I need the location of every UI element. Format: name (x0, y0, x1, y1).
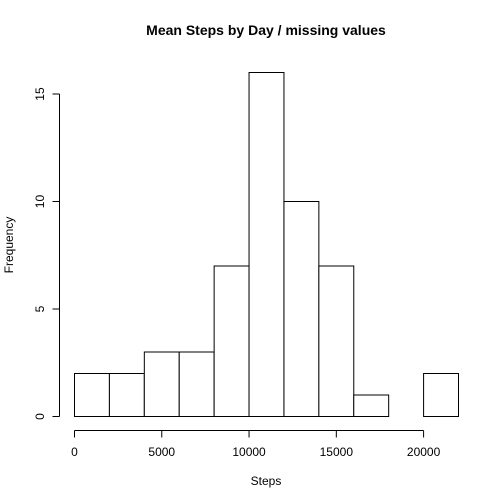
histogram-bar (143, 351, 180, 417)
y-axis-label: Frequency (2, 217, 16, 274)
y-tick-label: 5 (33, 305, 47, 312)
histogram-bar (318, 265, 355, 417)
x-tick-label: 20000 (407, 445, 441, 459)
chart-title: Mean Steps by Day / missing values (146, 22, 386, 38)
x-axis-label: Steps (251, 474, 282, 488)
x-tick-label: 5000 (148, 445, 175, 459)
y-tick-label: 10 (33, 195, 47, 209)
histogram-bar (423, 373, 460, 417)
histogram-bar (283, 201, 320, 417)
histogram-bar (178, 351, 215, 417)
x-axis: 0 5000 10000 15000 20000 (71, 430, 441, 459)
x-tick-label: 0 (71, 445, 78, 459)
histogram-bar (248, 72, 285, 417)
x-tick-label: 10000 (232, 445, 266, 459)
histogram-bar (108, 373, 145, 417)
histogram-bar (353, 394, 390, 417)
bars-group (74, 72, 460, 417)
histogram-bar (74, 373, 110, 417)
y-axis: 0 5 10 15 (33, 87, 60, 420)
histogram-bar (213, 265, 250, 417)
x-tick-label: 15000 (320, 445, 354, 459)
y-tick-label: 0 (33, 413, 47, 420)
y-tick-label: 15 (33, 87, 47, 101)
